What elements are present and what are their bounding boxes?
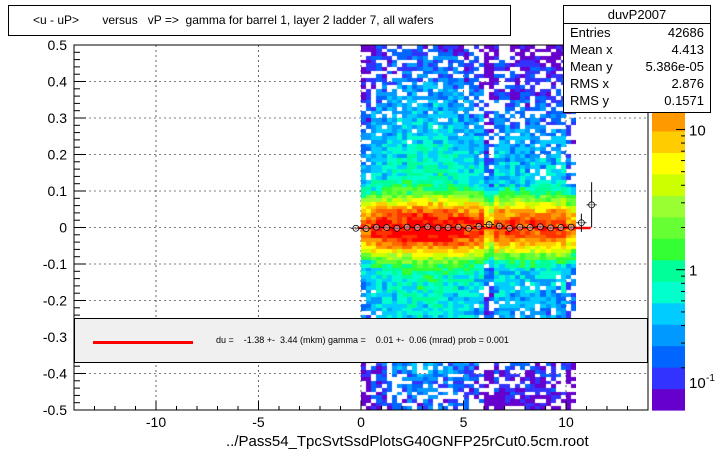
profile-point bbox=[577, 219, 585, 227]
y-tick-label: 0.2 bbox=[48, 147, 68, 163]
profile-point bbox=[362, 225, 370, 232]
y-tick-label: 0.4 bbox=[48, 74, 68, 90]
profile-point bbox=[495, 222, 503, 230]
palette-band bbox=[652, 152, 685, 175]
profile-point bbox=[352, 224, 360, 232]
stats-row-mean-y: Mean y 5.386e-05 bbox=[564, 58, 710, 75]
stats-row-entries: Entries 42686 bbox=[564, 24, 710, 41]
profile-point bbox=[465, 224, 473, 232]
palette-band bbox=[652, 109, 685, 132]
palette-band bbox=[652, 216, 685, 239]
stats-row-rms-y: RMS y 0.1571 bbox=[564, 92, 710, 109]
palette-tick-label: 10 bbox=[689, 122, 706, 139]
profile-point bbox=[567, 223, 575, 231]
palette-band bbox=[652, 388, 685, 411]
profile-point bbox=[475, 223, 483, 230]
fit-legend: du = -1.38 +- 3.44 (mkm) gamma = 0.01 +-… bbox=[74, 318, 648, 363]
stats-box: duvP2007 Entries 42686 Mean x 4.413 Mean… bbox=[563, 5, 711, 113]
profile-point bbox=[557, 224, 565, 231]
legend-text: du = -1.38 +- 3.44 (mkm) gamma = 0.01 +-… bbox=[216, 335, 509, 345]
stats-label: RMS y bbox=[570, 93, 609, 108]
palette-band bbox=[652, 259, 685, 282]
palette-band bbox=[652, 130, 685, 153]
chart-title: <u - uP> versus vP => gamma for barrel 1… bbox=[8, 5, 511, 36]
stats-row-mean-x: Mean x 4.413 bbox=[564, 41, 710, 58]
palette-tick-label: 1 bbox=[689, 263, 697, 280]
x-tick-label: 10 bbox=[558, 414, 574, 430]
x-axis: -10 -5 0 5 10 bbox=[73, 401, 649, 430]
profile-point bbox=[383, 224, 391, 231]
profile-point bbox=[516, 223, 524, 231]
profile-point bbox=[526, 224, 534, 231]
y-tick-label: 0 bbox=[59, 220, 67, 236]
y-tick-label: 0.5 bbox=[48, 37, 68, 53]
y-tick-label: -0.4 bbox=[43, 366, 67, 382]
profile-point bbox=[588, 201, 596, 209]
palette-band bbox=[652, 367, 685, 390]
stats-value: 2.876 bbox=[671, 76, 704, 91]
profile-point bbox=[413, 224, 421, 231]
palette-band bbox=[652, 324, 685, 347]
stats-title: duvP2007 bbox=[564, 6, 710, 24]
palette-band bbox=[652, 345, 685, 368]
stats-label: RMS x bbox=[570, 76, 609, 91]
y-tick-label: -0.1 bbox=[43, 256, 67, 272]
stats-value: 5.386e-05 bbox=[645, 59, 704, 74]
profile-point bbox=[424, 223, 432, 231]
palette-band bbox=[652, 238, 685, 261]
palette-band bbox=[652, 173, 685, 196]
palette-band bbox=[652, 195, 685, 218]
profile-point bbox=[536, 223, 544, 231]
profile-point bbox=[434, 224, 442, 232]
y-tick-label: 0.1 bbox=[48, 183, 68, 199]
profile-point bbox=[372, 223, 380, 231]
legend-line-sample bbox=[93, 341, 193, 344]
profile-point bbox=[444, 224, 452, 231]
stats-value: 42686 bbox=[667, 25, 704, 40]
profile-point bbox=[485, 221, 493, 228]
palette-bottom-label: 10 bbox=[689, 375, 706, 392]
y-axis: -0.5 -0.4 -0.3 -0.2 -0.1 0 0.1 0.2 0.3 0.4 0.5 bbox=[43, 37, 86, 418]
x-tick-label: 0 bbox=[357, 414, 365, 430]
palette-band bbox=[652, 302, 685, 325]
x-tick-label: 5 bbox=[460, 414, 468, 430]
stats-label: Entries bbox=[570, 25, 611, 40]
stats-row-rms-x: RMS x 2.876 bbox=[564, 75, 710, 92]
profile-point bbox=[547, 224, 555, 232]
profile-point bbox=[454, 223, 462, 231]
profile-point bbox=[506, 224, 514, 232]
stats-value: 0.1571 bbox=[664, 93, 704, 108]
stats-value: 4.413 bbox=[671, 42, 704, 57]
profile-point bbox=[403, 223, 411, 231]
profile-points bbox=[350, 182, 597, 232]
palette-bottom-exponent: -1 bbox=[706, 373, 715, 384]
file-label: ../Pass54_TpcSvtSsdPlotsG40GNFP25rCut0.5… bbox=[226, 433, 589, 450]
stats-label: Mean x bbox=[570, 42, 613, 57]
y-tick-label: -0.3 bbox=[43, 329, 67, 345]
x-tick-label: -10 bbox=[146, 414, 166, 430]
y-tick-label: 0.3 bbox=[48, 110, 68, 126]
y-tick-label: -0.5 bbox=[43, 402, 67, 418]
profile-point bbox=[393, 224, 401, 232]
x-tick-label: -5 bbox=[252, 414, 265, 430]
y-tick-label: -0.2 bbox=[43, 293, 67, 309]
stats-label: Mean y bbox=[570, 59, 613, 74]
palette-band bbox=[652, 281, 685, 304]
